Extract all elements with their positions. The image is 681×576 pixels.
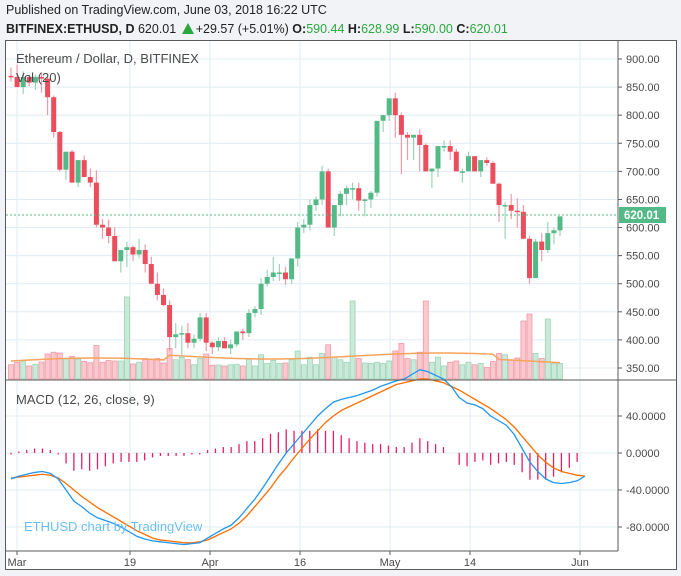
time-tick-label: Mar (8, 557, 27, 569)
time-tick-label: 19 (124, 557, 136, 569)
time-axis[interactable]: Mar 19 Apr 16 May 14 Jun (8, 551, 589, 569)
macd-tick-label: 40.0000 (626, 411, 666, 423)
grid-lines (6, 41, 617, 550)
volume-bars (8, 296, 563, 380)
open-label: O: (292, 22, 307, 36)
time-tick-label: 14 (464, 557, 476, 569)
price-tick-label: 750.00 (626, 138, 660, 150)
price-tick-label: 850.00 (626, 82, 660, 94)
macd-pane-title: MACD (12, 26, close, 9) (16, 392, 155, 407)
open-value: 590.44 (306, 22, 345, 36)
price-candles (8, 64, 563, 357)
macd-tick-label: -40.0000 (626, 485, 669, 497)
price-tick-label: 600.00 (626, 223, 660, 235)
macd-signal-line (10, 378, 586, 544)
high-value: 628.99 (361, 22, 400, 36)
price-tick-label: 350.00 (626, 363, 660, 375)
symbol-name: BITFINEX:ETHUSD, D (6, 22, 135, 36)
chart-frame[interactable] (5, 40, 677, 570)
price-tick-label: 400.00 (626, 335, 660, 347)
published-caption: Published on TradingView.com, June 03, 2… (6, 3, 327, 17)
price-change: +29.57 (+5.01%) (195, 22, 289, 36)
macd-line (10, 369, 586, 546)
last-price-tag (619, 207, 666, 223)
macd-tick-label: 0.0000 (626, 448, 660, 460)
volume-label: Vol (20) (16, 70, 61, 85)
price-tick-label: 650.00 (626, 194, 660, 206)
price-tick-label: 500.00 (626, 279, 660, 291)
watermark: ETHUSD chart by TradingView (24, 519, 203, 534)
low-value: 590.00 (414, 22, 453, 36)
time-tick-label: 16 (294, 557, 306, 569)
macd-axis[interactable]: 40.0000 0.0000 -40.0000 -80.0000 (618, 411, 669, 534)
low-label: L: (402, 22, 415, 36)
close-value: 620.01 (469, 22, 508, 36)
last-price-tag-text: 620.01 (624, 210, 660, 222)
up-arrow-icon (181, 23, 194, 34)
price-pane-title: Ethereum / Dollar, D, BITFINEX (16, 51, 199, 66)
time-tick-label: Jun (571, 557, 589, 569)
price-tick-label: 450.00 (626, 307, 660, 319)
macd-histogram (10, 429, 578, 480)
high-label: H: (347, 22, 362, 36)
time-tick-label: May (380, 557, 401, 569)
time-tick-label: Apr (201, 557, 218, 569)
price-axis[interactable]: 900.00 850.00 800.00 750.00 700.00 650.00 600.… (618, 54, 660, 375)
price-tick-label: 700.00 (626, 166, 660, 178)
last-price: 620.01 (137, 22, 177, 36)
macd-tick-label: -80.0000 (626, 522, 669, 534)
volume-ma-line (10, 352, 561, 364)
close-label: C: (456, 22, 470, 36)
price-tick-label: 550.00 (626, 251, 660, 263)
symbol-legend: BITFINEX:ETHUSD, D 620.01 +29.57 (+5.01%… (6, 22, 508, 36)
price-tick-label: 800.00 (626, 110, 660, 122)
price-tick-label: 900.00 (626, 54, 660, 66)
